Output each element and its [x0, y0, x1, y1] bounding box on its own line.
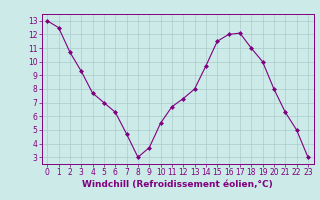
X-axis label: Windchill (Refroidissement éolien,°C): Windchill (Refroidissement éolien,°C) — [82, 180, 273, 189]
